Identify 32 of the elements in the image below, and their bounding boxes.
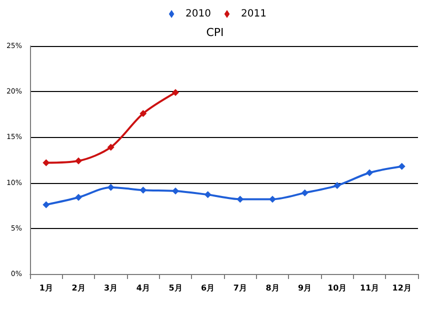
point	[140, 186, 147, 194]
point	[334, 182, 341, 190]
x-tick-label: 6月	[201, 284, 215, 292]
x-tick-label: 10月	[328, 284, 347, 292]
point	[107, 144, 114, 151]
point	[172, 89, 179, 96]
point	[42, 201, 50, 208]
point	[236, 196, 244, 203]
point	[301, 189, 308, 196]
x-tick-label: 8月	[266, 284, 280, 292]
point	[366, 169, 373, 176]
x-tick-label: 4月	[136, 284, 150, 292]
x-tick-label: 3月	[104, 284, 118, 292]
x-tick-label: 9月	[298, 284, 312, 292]
chart-title: CPI	[206, 26, 224, 39]
x-tick-label: 2月	[72, 284, 86, 292]
point	[107, 184, 114, 191]
point	[172, 188, 179, 195]
point	[75, 194, 82, 201]
point	[269, 196, 276, 203]
x-tick-label: 11月	[360, 284, 380, 292]
x-tick-label: 7月	[233, 284, 247, 292]
legend-label: 2011	[241, 8, 266, 20]
legend-label: 2010	[186, 8, 212, 20]
point	[42, 159, 50, 166]
point	[75, 157, 82, 164]
point	[398, 162, 406, 170]
point	[204, 191, 212, 198]
x-tick-label: 1月	[39, 284, 53, 292]
x-tick-label: 5月	[168, 284, 182, 292]
x-tick-label: 12月	[392, 284, 412, 292]
point	[140, 110, 147, 117]
